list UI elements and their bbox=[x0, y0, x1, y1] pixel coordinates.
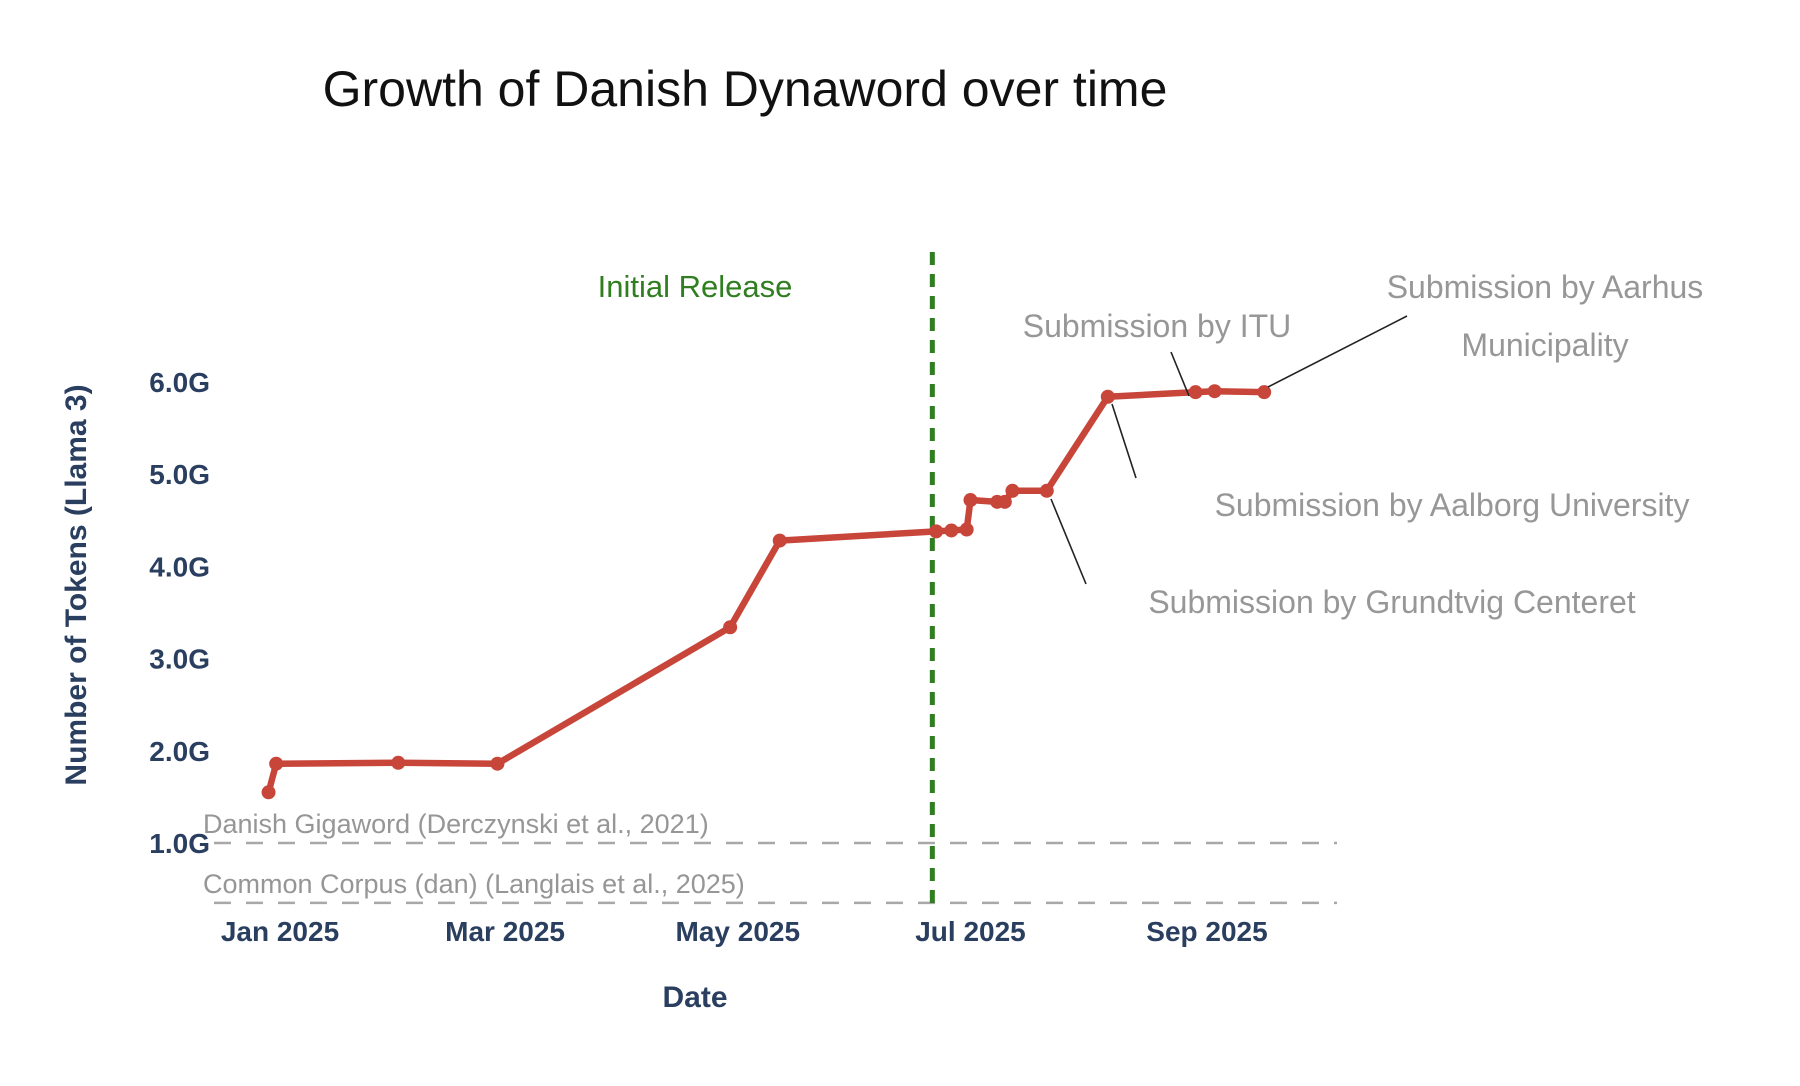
x-axis-title: Date bbox=[662, 981, 727, 1014]
data-point-marker bbox=[929, 524, 944, 539]
annotation-leader-itu bbox=[1170, 351, 1190, 397]
reference-line-label: Common Corpus (dan) (Langlais et al., 20… bbox=[203, 869, 745, 899]
annotation-aarhus: Submission by Aarhus bbox=[1387, 269, 1704, 305]
y-axis-tick-label: 2.0G bbox=[149, 736, 210, 767]
x-axis-tick-label: Jan 2025 bbox=[221, 916, 339, 947]
x-axis-tick-label: Jul 2025 bbox=[915, 916, 1026, 947]
y-axis-tick-label: 3.0G bbox=[149, 644, 210, 675]
data-point-marker bbox=[1188, 385, 1203, 400]
annotation-aalborg: Submission by Aalborg University bbox=[1215, 487, 1690, 523]
data-point-marker bbox=[997, 494, 1012, 509]
x-axis-tick-label: May 2025 bbox=[676, 916, 801, 947]
data-point-marker bbox=[723, 620, 738, 635]
data-point-marker bbox=[1207, 384, 1222, 399]
data-point-marker bbox=[391, 755, 406, 770]
initial-release-label: Initial Release bbox=[598, 269, 793, 304]
y-axis-title: Number of Tokens (Llama 3) bbox=[60, 384, 93, 785]
annotation-aarhus: Municipality bbox=[1461, 327, 1628, 363]
data-point-marker bbox=[269, 756, 284, 771]
annotation-itu: Submission by ITU bbox=[1023, 308, 1292, 344]
x-axis-tick-label: Mar 2025 bbox=[445, 916, 565, 947]
data-point-marker bbox=[1039, 483, 1054, 498]
data-point-marker bbox=[963, 493, 978, 508]
data-point-marker bbox=[1005, 483, 1020, 498]
annotation-leader-aarhus bbox=[1267, 315, 1408, 388]
reference-line-label: Danish Gigaword (Derczynski et al., 2021… bbox=[203, 809, 709, 839]
chart-title: Growth of Danish Dynaword over time bbox=[322, 61, 1168, 117]
data-point-marker bbox=[1100, 389, 1115, 404]
annotation-grundtvig: Submission by Grundtvig Centeret bbox=[1148, 584, 1635, 620]
y-axis-tick-label: 4.0G bbox=[149, 551, 210, 582]
y-axis-tick-label: 1.0G bbox=[149, 828, 210, 859]
data-line bbox=[265, 387, 1268, 796]
data-point-marker bbox=[772, 533, 787, 548]
y-axis-tick-label: 5.0G bbox=[149, 459, 210, 490]
annotation-leader-aalborg bbox=[1111, 403, 1137, 479]
data-point-marker bbox=[1257, 385, 1272, 400]
data-point-marker bbox=[959, 522, 974, 537]
annotation-leader-grundtvig bbox=[1050, 498, 1087, 585]
y-axis-tick-label: 6.0G bbox=[149, 367, 210, 398]
data-point-marker bbox=[490, 756, 505, 771]
data-point-marker bbox=[261, 785, 276, 800]
x-axis-tick-label: Sep 2025 bbox=[1146, 916, 1267, 947]
data-point-marker bbox=[944, 523, 959, 538]
